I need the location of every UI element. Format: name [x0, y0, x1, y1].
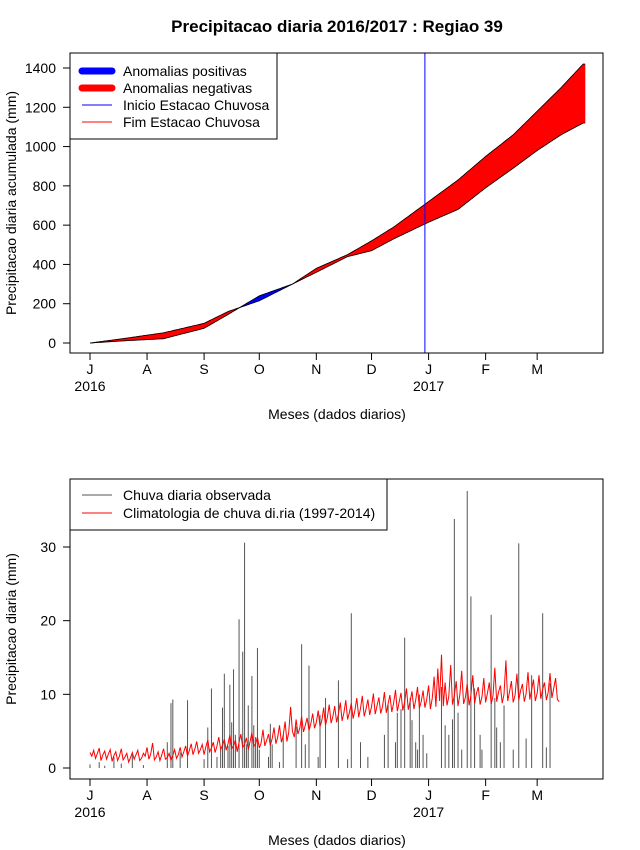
legend-label-end: Fim Estacao Chuvosa	[123, 114, 260, 130]
y-axis-label-bottom: Precipitacao diaria (mm)	[3, 553, 19, 705]
x-tick-label: N	[311, 361, 321, 377]
y-tick-label: 1400	[25, 60, 56, 76]
legend-box-bottom	[69, 478, 388, 531]
x-year-label: 2016	[74, 804, 105, 820]
x-tick-label: J	[425, 361, 432, 377]
anomaly-segment	[582, 63, 586, 124]
legend-label-positive: Anomalias positivas	[123, 63, 247, 79]
legend-label-observed: Chuva diaria observada	[123, 487, 271, 503]
x-year-label: 2017	[413, 804, 444, 820]
y-tick-label: 600	[33, 217, 57, 233]
x-axis-label-top: Meses (dados diarios)	[268, 406, 406, 422]
x-axis-bottom: J A S O N D J F M 2016 2017	[74, 778, 543, 820]
x-tick-label: M	[531, 361, 543, 377]
legend-label-climatology: Climatologia de chuva di.ria (1997-2014)	[123, 505, 375, 521]
y-tick-label: 10	[40, 686, 56, 702]
y-tick-label: 1000	[25, 139, 56, 155]
legend-box-top	[69, 52, 278, 140]
y-tick-label: 0	[48, 335, 56, 351]
x-tick-label: J	[425, 787, 432, 803]
chart-title: Precipitacao diaria 2016/2017 : Regiao 3…	[171, 17, 503, 36]
climatology-line	[89, 654, 560, 764]
x-axis-top: J A S O N D J F M 2016 2017	[74, 352, 543, 394]
legend-label-negative: Anomalias negativas	[123, 80, 252, 96]
y-axis-top: 0 200 400 600 800 1000 1200 1400	[25, 60, 71, 351]
x-tick-label: S	[199, 787, 208, 803]
x-tick-label: N	[311, 787, 321, 803]
legend-top: Anomalias positivas Anomalias negativas …	[69, 52, 278, 140]
y-tick-label: 1200	[25, 99, 56, 115]
x-tick-label: A	[142, 361, 152, 377]
y-tick-label: 30	[40, 539, 56, 555]
x-tick-label: S	[199, 361, 208, 377]
y-tick-label: 800	[33, 178, 57, 194]
y-tick-label: 200	[33, 296, 57, 312]
x-year-label: 2017	[413, 378, 444, 394]
legend-label-start: Inicio Estacao Chuvosa	[123, 97, 270, 113]
x-tick-label: J	[87, 361, 94, 377]
x-tick-label: A	[142, 787, 152, 803]
daily-rain-bars	[89, 491, 551, 768]
climatology-accumulated-line	[89, 63, 585, 344]
x-tick-label: D	[366, 787, 376, 803]
x-tick-label: F	[481, 787, 490, 803]
y-axis-bottom: 0 10 20 30	[40, 539, 71, 776]
x-tick-label: J	[87, 787, 94, 803]
x-axis-label-bottom: Meses (dados diarios)	[268, 832, 406, 848]
legend-bottom: Chuva diaria observada Climatologia de c…	[69, 478, 388, 531]
anomaly-area-group	[89, 63, 586, 344]
y-tick-label: 400	[33, 256, 57, 272]
y-tick-label: 0	[48, 760, 56, 776]
x-year-label: 2016	[74, 378, 105, 394]
x-tick-label: O	[254, 361, 265, 377]
x-tick-label: F	[481, 361, 490, 377]
y-axis-label-top: Precipitacao diaria acumulada (mm)	[3, 91, 19, 315]
x-tick-label: O	[254, 787, 265, 803]
x-tick-label: M	[531, 787, 543, 803]
y-tick-label: 20	[40, 613, 56, 629]
observed-accumulated-line	[89, 122, 585, 344]
x-tick-label: D	[366, 361, 376, 377]
